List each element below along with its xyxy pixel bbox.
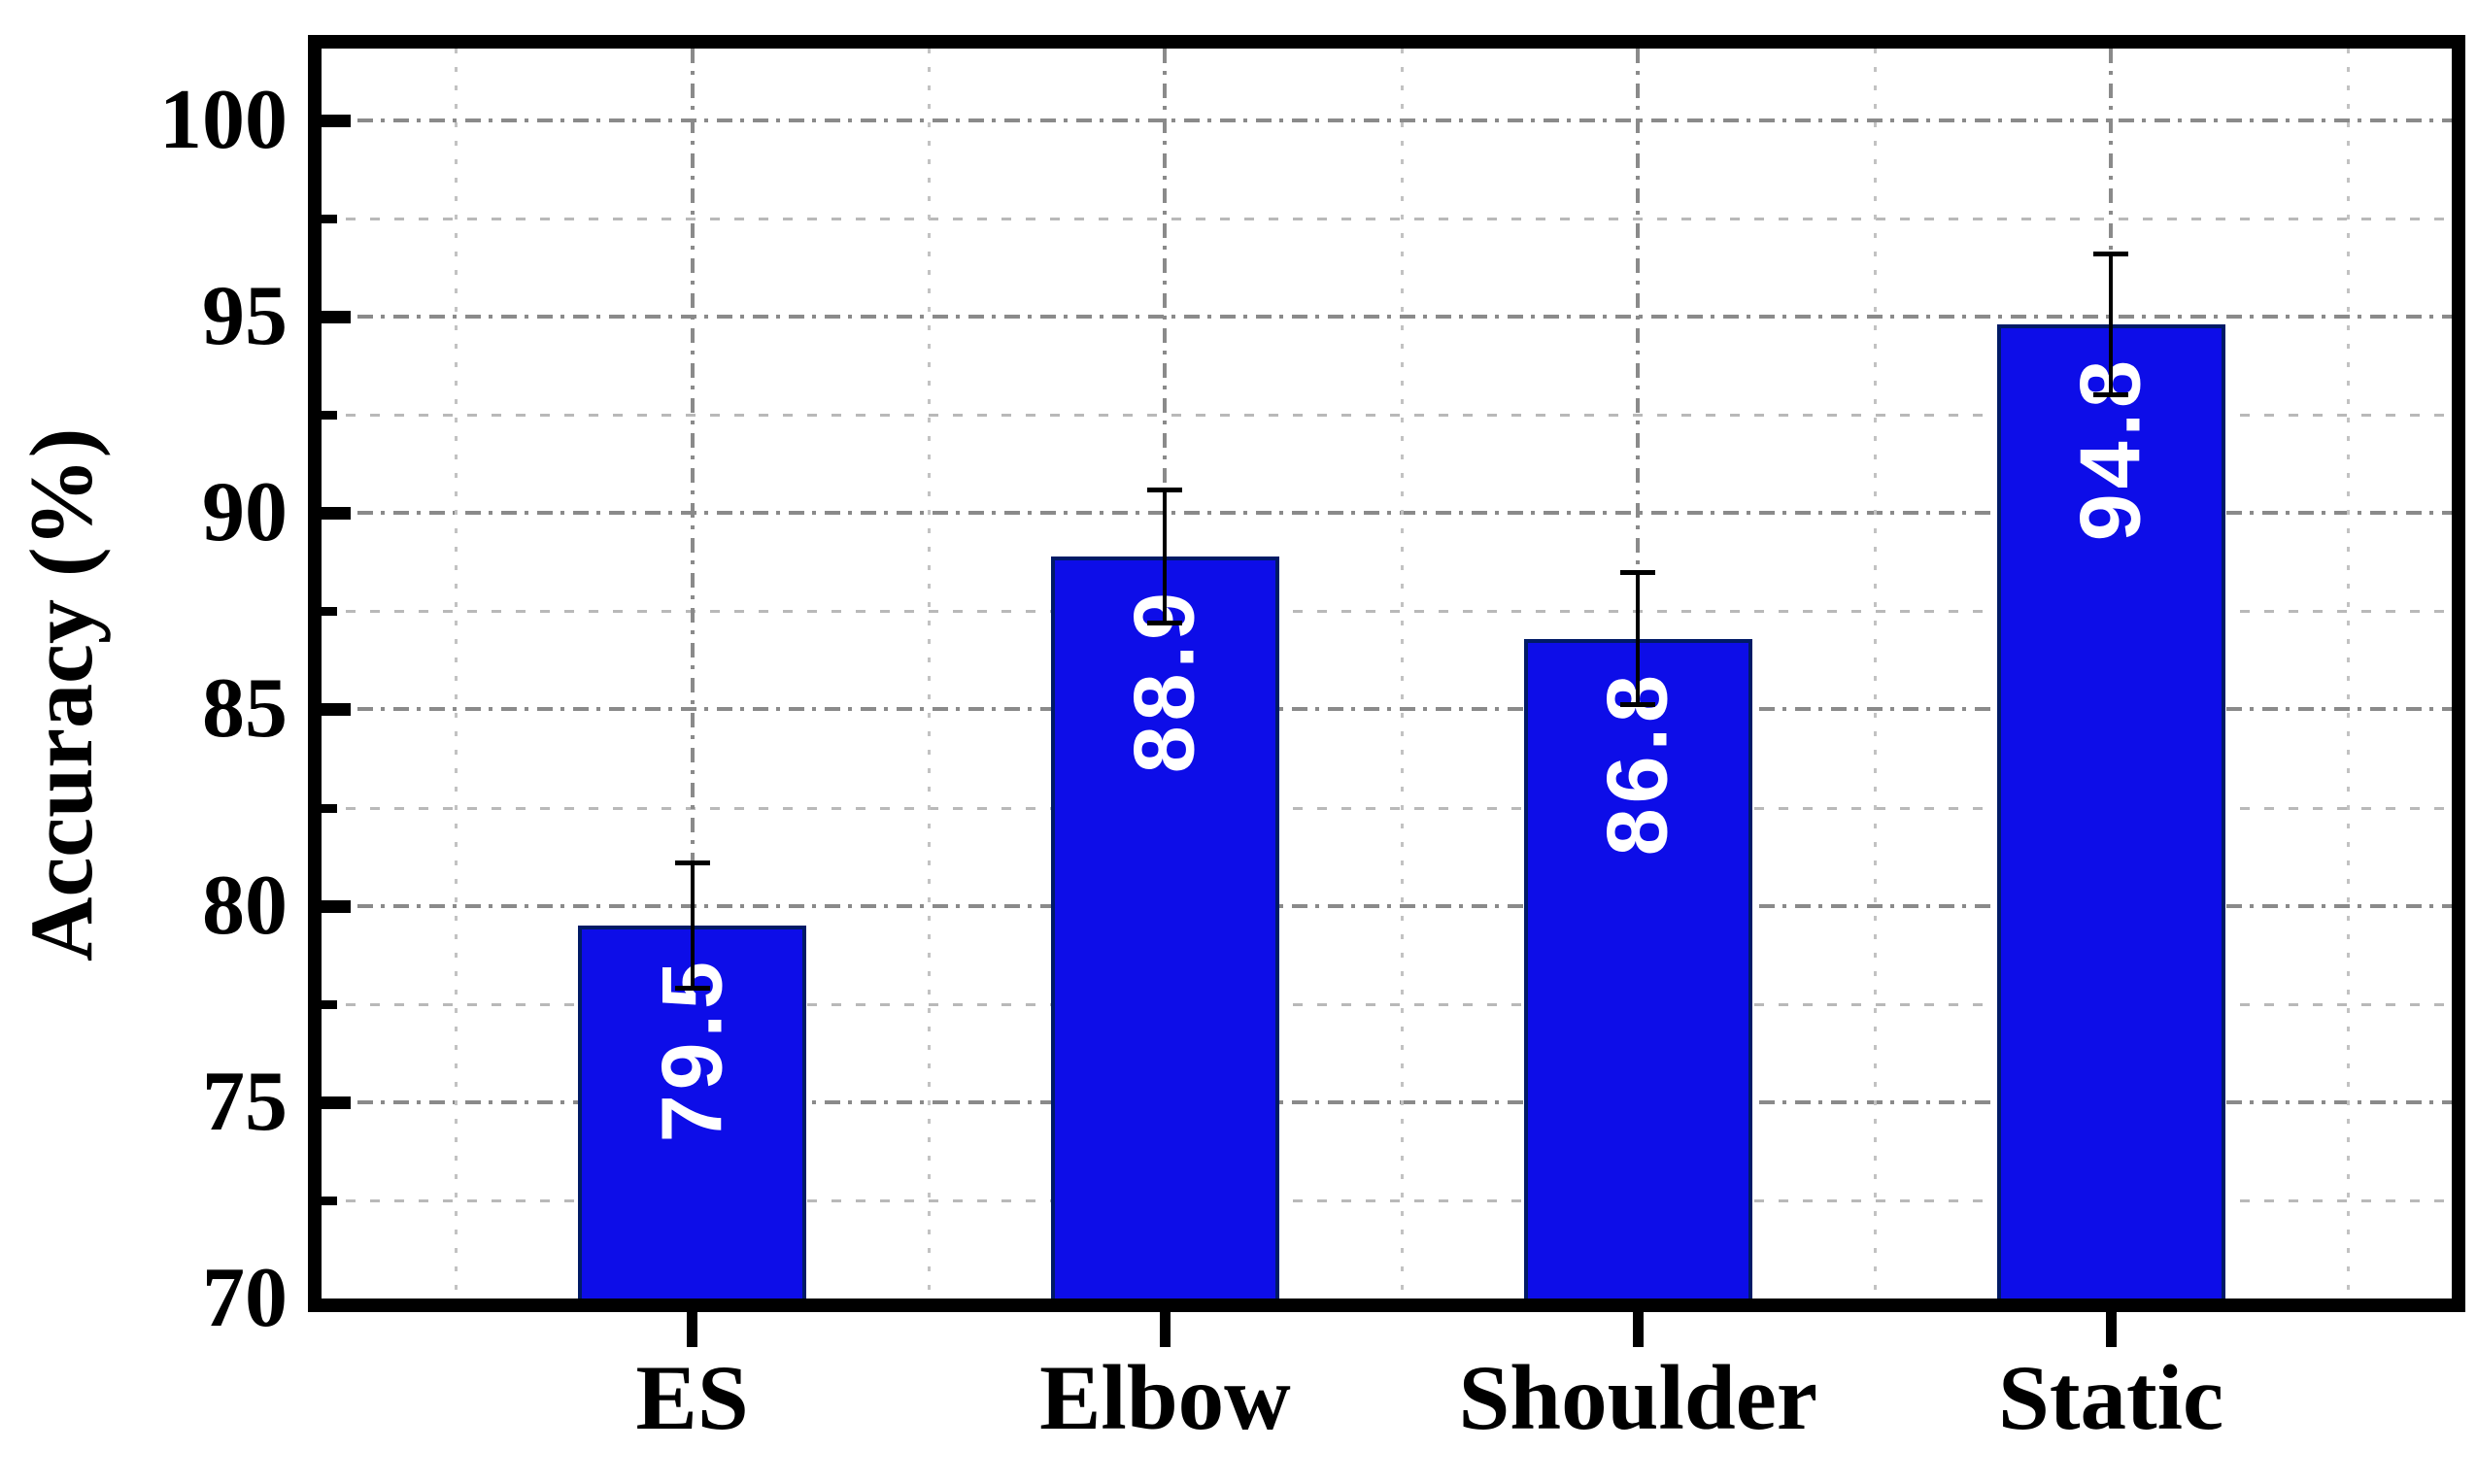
x-tick (1632, 1312, 1644, 1347)
v-gridline-minor (928, 49, 931, 1298)
x-category-label: Shoulder (1458, 1346, 1818, 1449)
error-bar-whisker (1163, 489, 1168, 624)
bar-elbow: 88.9 (1050, 556, 1279, 1298)
h-gridline-major (322, 707, 2452, 712)
x-category-label: Static (1998, 1346, 2224, 1449)
h-gridline-major (322, 315, 2452, 320)
y-minor-tick (322, 803, 337, 813)
y-tick-label: 95 (202, 269, 288, 364)
error-bar-cap-top (1147, 488, 1183, 493)
y-minor-tick (322, 999, 337, 1009)
error-bar-whisker (1636, 571, 1641, 706)
x-category-label: Elbow (1039, 1346, 1291, 1449)
error-bar-cap-top (1620, 569, 1656, 575)
h-gridline-minor (322, 806, 2452, 810)
v-gridline-minor (2346, 49, 2350, 1298)
y-minor-tick (322, 1196, 337, 1205)
error-bar-cap-bottom (1620, 702, 1656, 708)
v-gridline-minor (455, 49, 458, 1298)
v-gridline-minor (1400, 49, 1404, 1298)
bar-static: 94.8 (1996, 324, 2225, 1298)
y-tick-label: 75 (202, 1054, 288, 1149)
x-tick (1159, 1312, 1171, 1347)
plot-area: 79.5 88.9 86.8 94.8 (308, 35, 2465, 1312)
bar-shoulder: 86.8 (1523, 638, 1752, 1298)
error-bar-cap-bottom (2093, 392, 2129, 398)
v-gridline-minor (1873, 49, 1877, 1298)
h-gridline-minor (322, 1198, 2452, 1202)
y-tick-label: 85 (202, 661, 288, 757)
h-gridline-minor (322, 610, 2452, 614)
h-gridline-minor (322, 414, 2452, 418)
y-minor-tick (322, 607, 337, 617)
h-gridline-major (322, 511, 2452, 516)
h-gridline-major (322, 1099, 2452, 1104)
y-minor-tick (322, 411, 337, 421)
y-major-tick (322, 507, 351, 521)
y-major-tick (322, 311, 351, 324)
y-major-tick (322, 1096, 351, 1109)
y-major-tick (322, 114, 351, 127)
h-gridline-major (322, 903, 2452, 908)
error-bar-cap-bottom (674, 985, 710, 991)
error-bar-whisker (2109, 253, 2114, 395)
y-tick-label: 90 (202, 465, 288, 560)
y-minor-tick (322, 215, 337, 224)
x-tick (687, 1312, 698, 1347)
error-bar-cap-bottom (1147, 620, 1183, 625)
h-gridline-minor (322, 218, 2452, 221)
x-category-label: ES (635, 1346, 749, 1449)
h-gridline-minor (322, 1002, 2452, 1006)
x-tick (2105, 1312, 2117, 1347)
y-tick-label: 70 (202, 1251, 288, 1345)
v-gridline-major (690, 49, 695, 1298)
error-bar-whisker (690, 862, 695, 989)
h-gridline-major (322, 118, 2452, 122)
y-major-tick (322, 703, 351, 717)
y-major-tick (322, 899, 351, 913)
error-bar-cap-top (674, 860, 710, 866)
error-bar-cap-top (2093, 252, 2129, 257)
y-tick-label: 80 (202, 858, 288, 953)
y-tick-label: 100 (159, 72, 288, 167)
